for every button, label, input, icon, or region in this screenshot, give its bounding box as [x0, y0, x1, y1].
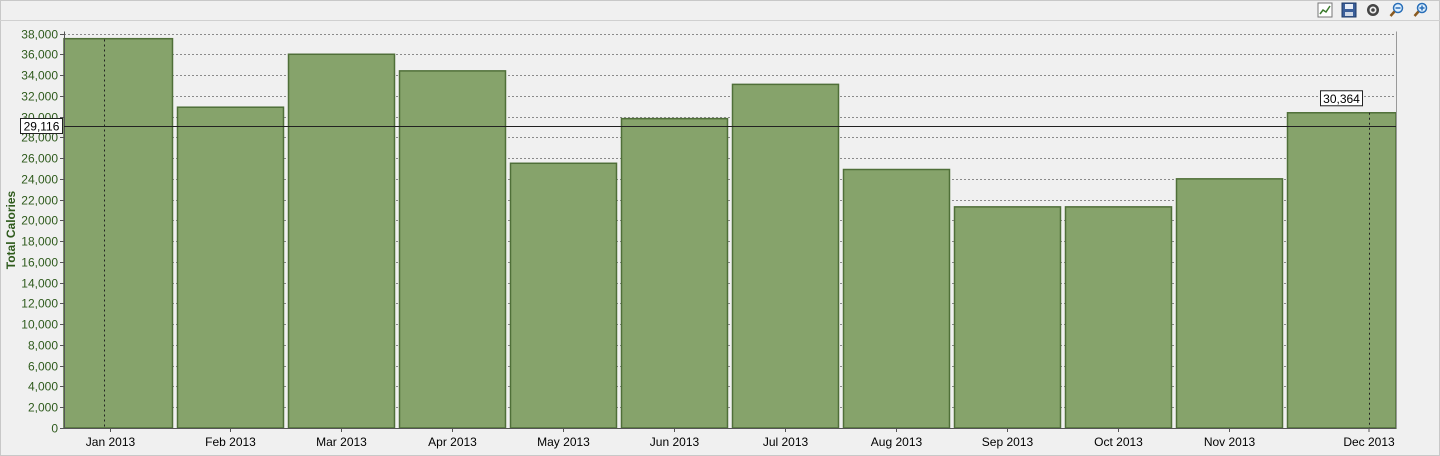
plot-area [64, 33, 1396, 428]
crosshair-overlay: 29,116 30,364 [20, 39, 1396, 428]
x-tick-label: Sep 2013 [982, 435, 1034, 449]
y-tick-label: 14,000 [21, 277, 58, 291]
crosshair-y-tag [20, 118, 63, 134]
bar-mar-2013[interactable] [287, 53, 396, 429]
bar-dec-2013[interactable] [1286, 112, 1397, 429]
toolbar-divider [0, 20, 1440, 21]
hover-value-tag [1320, 90, 1363, 107]
settings-icon[interactable] [1364, 1, 1382, 19]
y-tick-label: 12,000 [21, 297, 58, 311]
gridlines [64, 33, 1396, 428]
save-icon[interactable] [1340, 1, 1358, 19]
y-tick-label: 36,000 [21, 48, 58, 62]
x-tick-label: Mar 2013 [316, 435, 367, 449]
zoom-out-icon[interactable] [1388, 1, 1406, 19]
bar-aug-2013[interactable] [842, 168, 951, 429]
bar-feb-2013[interactable] [176, 106, 285, 429]
bar-nov-2013[interactable] [1175, 178, 1284, 429]
y-tick-label: 10,000 [21, 318, 58, 332]
bar-may-2013[interactable] [509, 162, 618, 429]
y-tick-label: 18,000 [21, 235, 58, 249]
chart-icon[interactable] [1316, 1, 1334, 19]
x-tick-label: Jun 2013 [650, 435, 700, 449]
bars [63, 37, 1397, 429]
y-tick-label: 38,000 [21, 28, 58, 42]
y-axis-ticks: 0 2,000 4,000 6,000 8,000 10,000 12,000 14,000 1… [21, 28, 64, 436]
bar-apr-2013[interactable] [398, 70, 507, 429]
y-tick-label: 16,000 [21, 256, 58, 270]
crosshair-y-value: 29,116 [24, 120, 60, 134]
zoom-in-icon[interactable] [1412, 1, 1430, 19]
bar-jan-2013[interactable] [63, 37, 174, 429]
x-tick-label: Aug 2013 [871, 435, 923, 449]
x-tick-label: Dec 2013 [1343, 435, 1395, 449]
chart-toolbar [1316, 1, 1430, 19]
bar-sep-2013[interactable] [953, 206, 1062, 429]
y-tick-label: 24,000 [21, 173, 58, 187]
x-tick-label: Jan 2013 [86, 435, 136, 449]
y-axis-label: Total Calories [4, 190, 18, 269]
y-tick-label: 26,000 [21, 152, 58, 166]
y-tick-label: 20,000 [21, 214, 58, 228]
axes [64, 31, 1397, 429]
y-tick-label: 8,000 [28, 339, 58, 353]
y-tick-label: 2,000 [28, 401, 58, 415]
y-tick-label: 0 [51, 422, 58, 436]
y-tick-label: 32,000 [21, 90, 58, 104]
x-tick-label: Oct 2013 [1094, 435, 1143, 449]
bar-oct-2013[interactable] [1064, 206, 1173, 429]
y-tick-label: 22,000 [21, 194, 58, 208]
x-tick-label: Feb 2013 [205, 435, 256, 449]
y-tick-label: 6,000 [28, 360, 58, 374]
x-axis-ticks: Jan 2013 Feb 2013 Mar 2013 Apr 2013 May 2013… [86, 428, 1395, 449]
x-tick-label: Apr 2013 [428, 435, 477, 449]
y-tick-label: 4,000 [28, 380, 58, 394]
bar-jun-2013[interactable] [620, 117, 729, 429]
x-tick-label: Jul 2013 [763, 435, 809, 449]
bar-jul-2013[interactable] [731, 83, 840, 429]
y-tick-label: 34,000 [21, 69, 58, 83]
x-tick-label: Nov 2013 [1204, 435, 1256, 449]
x-tick-label: May 2013 [537, 435, 590, 449]
hover-value: 30,364 [1323, 92, 1360, 106]
